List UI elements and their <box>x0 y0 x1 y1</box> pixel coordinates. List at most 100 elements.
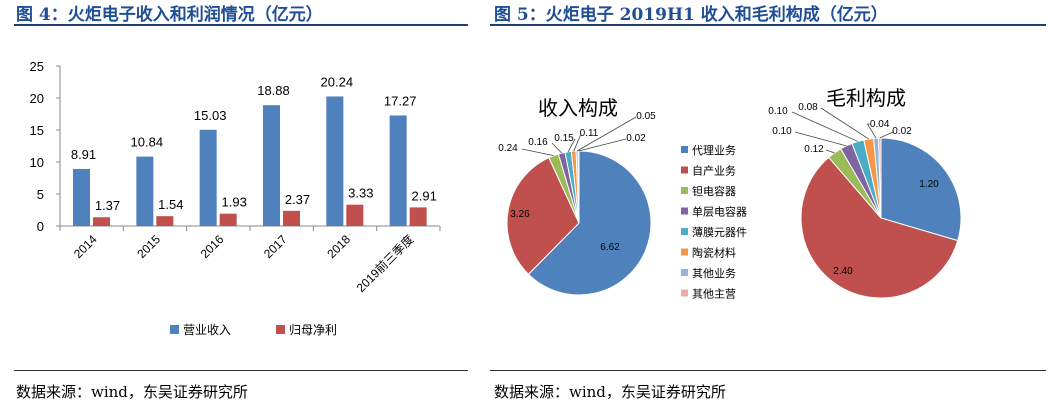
x-category-label: 2018 <box>324 232 353 261</box>
right-source-rule <box>490 370 1046 371</box>
legend-label: 自产业务 <box>692 164 736 178</box>
revenue-pie-value-label: 0.24 <box>498 143 518 154</box>
x-category-label: 2015 <box>134 232 163 261</box>
gross-profit-pie-leader-line <box>879 131 894 139</box>
revenue-pie-leader-line <box>576 116 637 152</box>
gross-profit-pie-value-label: 0.10 <box>772 126 792 137</box>
profit-value-label: 2.91 <box>412 188 437 203</box>
legend-swatch-profit <box>276 325 285 334</box>
revenue-pie-leader-line <box>521 148 554 157</box>
revenue-bar <box>199 129 217 226</box>
revenue-value-label: 10.84 <box>131 135 164 150</box>
revenue-value-label: 15.03 <box>194 108 227 123</box>
revenue-pie-value-label: 0.15 <box>554 133 574 144</box>
profit-bar <box>346 204 364 226</box>
right-source-note: 数据来源：wind，东吴证券研究所 <box>494 383 726 401</box>
profit-value-label: 3.33 <box>348 186 373 201</box>
gross-profit-pie-value-label: 0.08 <box>798 102 818 113</box>
revenue-value-label: 20.24 <box>321 74 354 89</box>
left-source-note: 数据来源：wind，东吴证券研究所 <box>16 383 248 401</box>
revenue-pie-value-label: 0.02 <box>626 133 646 144</box>
legend-swatch <box>681 248 688 256</box>
revenue-pie-leader-line <box>573 133 582 152</box>
gross-profit-pie-value-label: 1.20 <box>919 179 939 190</box>
legend-swatch-revenue <box>170 325 179 334</box>
revenue-pie-value-label: 0.11 <box>580 128 599 139</box>
gross-profit-pie-value-label: 0.10 <box>768 106 788 117</box>
revenue-pie-leader-line <box>567 138 576 153</box>
revenue-bar <box>263 105 280 226</box>
revenue-bar <box>136 156 154 226</box>
profit-value-label: 1.54 <box>158 197 183 212</box>
legend-swatch <box>681 207 688 215</box>
profit-value-label: 1.93 <box>222 195 247 210</box>
revenue-pie-slice <box>506 156 580 275</box>
gross-profit-pie-title: 毛利构成 <box>826 87 906 110</box>
right-figure-panel: 图 5：火炬电子 2019H1 收入和毛利构成（亿元） 收入构成 6.62 3.26… <box>478 0 1056 403</box>
left-title-rule <box>14 24 468 26</box>
revenue-profit-bar-chart: 0 5 10 15 20 25 8.91 1.37 2014 10.84 1.54 2015 15.03… <box>30 59 441 337</box>
gross-profit-pie-value-label: -0.04 <box>867 119 890 130</box>
x-category-label: 2017 <box>261 232 290 261</box>
revenue-pie-leader-line <box>551 142 562 154</box>
legend-swatch <box>681 146 688 153</box>
left-source-rule <box>14 370 468 371</box>
gross-profit-pie-slice <box>800 156 959 299</box>
legend-label: 其他业务 <box>692 267 736 280</box>
gross-profit-pie-leader-line <box>825 149 835 154</box>
revenue-pie-value-label: 0.05 <box>636 111 656 122</box>
legend-label: 单层电容器 <box>692 205 747 219</box>
legend-label: 代理业务 <box>692 144 736 157</box>
gross-profit-pie-leader-line <box>867 124 877 139</box>
legend-label: 陶瓷材料 <box>692 246 736 260</box>
right-title-rule <box>490 24 1046 26</box>
x-category-label: 2016 <box>198 232 227 261</box>
profit-bar <box>409 207 427 226</box>
profit-bar <box>93 217 110 226</box>
revenue-pie-value-label: 6.62 <box>600 242 620 253</box>
revenue-pie-leader-line <box>578 138 627 152</box>
y-tick-label: 25 <box>30 59 44 74</box>
legend-label: 其他主营 <box>692 287 736 301</box>
legend-swatch <box>681 269 688 276</box>
gross-profit-pie-leader-line <box>794 131 847 147</box>
x-category-label: 2019前三季度 <box>353 232 416 295</box>
left-figure-panel: 图 4：火炬电子收入和利润情况（亿元） 0 5 10 15 20 25 8.91 1.37 20… <box>0 0 520 403</box>
gross-profit-pie-slice <box>878 137 882 219</box>
revenue-value-label: 18.88 <box>257 83 290 98</box>
revenue-value-label: 8.91 <box>71 147 96 162</box>
legend-swatch <box>681 228 688 235</box>
legend-label: 薄膜元器件 <box>692 225 747 239</box>
revenue-pie-value-label: 0.16 <box>528 137 548 148</box>
revenue-pie-slice <box>527 150 652 296</box>
y-tick-label: 10 <box>30 155 44 170</box>
gross-profit-pie-leader-line <box>791 111 858 142</box>
y-tick-label: 0 <box>37 219 44 234</box>
revenue-bar <box>326 96 344 227</box>
gross-profit-pie-slice <box>880 137 962 242</box>
y-tick-label: 5 <box>37 187 44 202</box>
y-tick-label: 15 <box>30 123 44 138</box>
gross-profit-pie-value-label: 0.12 <box>804 144 824 155</box>
profit-value-label: 2.37 <box>285 192 310 207</box>
profit-value-label: 1.37 <box>95 198 120 213</box>
legend-label-revenue: 营业收入 <box>183 323 231 337</box>
x-category-label: 2014 <box>71 232 100 261</box>
y-tick-label: 20 <box>30 91 44 106</box>
legend-swatch <box>681 187 688 194</box>
legend-swatch <box>681 289 688 297</box>
gross-profit-pie-value-label: 0.02 <box>892 126 912 137</box>
right-figure-title: 图 5：火炬电子 2019H1 收入和毛利构成（亿元） <box>494 5 888 25</box>
gross-profit-pie-leader-line <box>820 107 869 140</box>
revenue-pie-title: 收入构成 <box>538 97 618 120</box>
revenue-bar <box>73 168 90 226</box>
legend-label-profit: 归母净利 <box>289 323 337 337</box>
gross-profit-pie-value-label: 2.40 <box>833 266 853 277</box>
revenue-bar <box>389 115 407 226</box>
revenue-value-label: 17.27 <box>384 93 417 108</box>
profit-bar <box>156 216 174 226</box>
profit-bar <box>219 213 237 226</box>
left-figure-title: 图 4：火炬电子收入和利润情况（亿元） <box>16 5 323 25</box>
legend-label: 钽电容器 <box>692 184 736 198</box>
composition-pie-charts: 收入构成 6.62 3.26 0.24 0.16 0.15 0.11 0.05 0.02 毛利构成… <box>498 87 962 301</box>
